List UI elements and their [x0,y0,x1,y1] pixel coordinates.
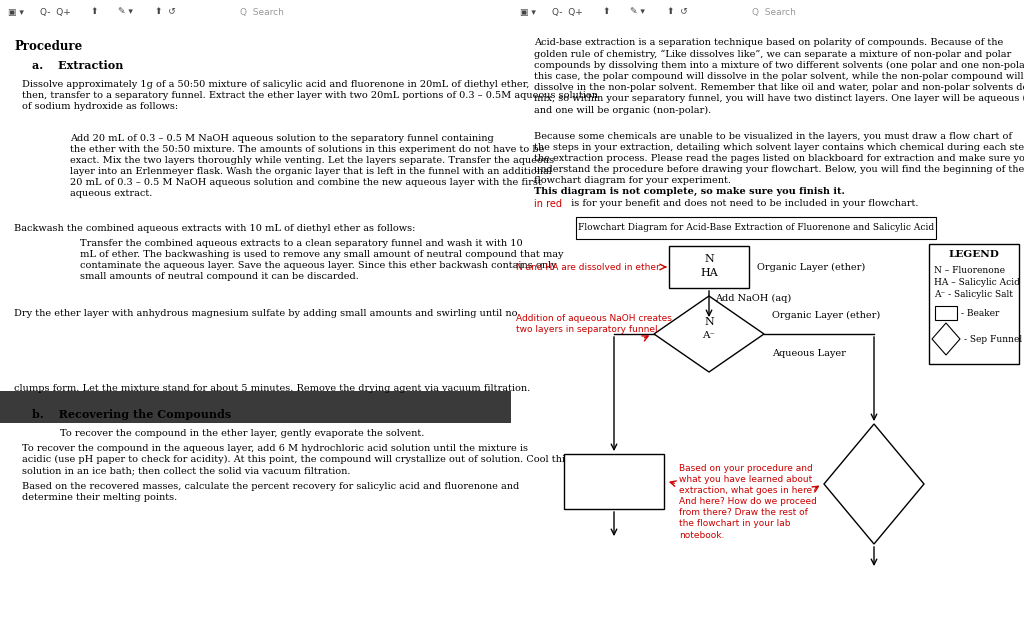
Text: - Sep Funnel: - Sep Funnel [964,335,1022,344]
Text: ✎ ▾: ✎ ▾ [118,8,133,17]
Text: is for your benefit and does not need to be included in your flowchart.: is for your benefit and does not need to… [568,199,919,208]
Text: Add 20 mL of 0.3 – 0.5 M NaOH aqueous solution to the separatory funnel containi: Add 20 mL of 0.3 – 0.5 M NaOH aqueous so… [70,134,554,198]
Text: Acid-base extraction is a separation technique based on polarity of compounds. B: Acid-base extraction is a separation tec… [534,38,1024,115]
Text: N – Fluorenone: N – Fluorenone [934,266,1005,275]
Text: Based on the recovered masses, calculate the percent recovery for salicylic acid: Based on the recovered masses, calculate… [22,482,519,502]
Text: Based on your procedure and
what you have learned about
extraction, what goes in: Based on your procedure and what you hav… [679,464,817,540]
Text: Addition of aqueous NaOH creates
two layers in separatory funnel: Addition of aqueous NaOH creates two lay… [516,314,672,334]
Text: Transfer the combined aqueous extracts to a clean separatory funnel and wash it : Transfer the combined aqueous extracts t… [80,239,563,282]
Text: Organic Layer (ether): Organic Layer (ether) [772,310,881,319]
Text: LEGEND: LEGEND [948,250,999,259]
Text: ▣ ▾: ▣ ▾ [520,8,536,17]
Text: a.  Extraction: a. Extraction [32,60,123,71]
Text: Because some chemicals are unable to be visualized in the layers, you must draw : Because some chemicals are unable to be … [534,132,1024,186]
Text: Dissolve approximately 1g of a 50:50 mixture of salicylic acid and fluorenone in: Dissolve approximately 1g of a 50:50 mix… [22,80,598,111]
Bar [0,390,511,422]
Bar [935,306,957,320]
Polygon shape [824,424,924,544]
Text: To recover the compound in the aqueous layer, add 6 M hydrochloric acid solution: To recover the compound in the aqueous l… [22,444,570,476]
Text: Procedure: Procedure [14,40,82,53]
Text: Add NaOH (aq): Add NaOH (aq) [715,294,792,303]
Text: Dry the ether layer with anhydrous magnesium sulfate by adding small amounts and: Dry the ether layer with anhydrous magne… [14,309,517,318]
Text: - Beaker: - Beaker [961,308,999,317]
Text: Aqueous Layer: Aqueous Layer [772,349,846,358]
Text: b.  Recovering the Compounds: b. Recovering the Compounds [32,409,231,420]
Bar [575,217,936,239]
Text: N and HA are dissolved in ether: N and HA are dissolved in ether [516,262,659,271]
Text: ⬆: ⬆ [602,8,609,17]
Text: A⁻: A⁻ [702,332,716,340]
Text: Organic Layer (ether): Organic Layer (ether) [757,262,865,271]
Text: clumps form. Let the mixture stand for about 5 minutes. Remove the drying agent : clumps form. Let the mixture stand for a… [14,384,530,393]
Text: Q  Search: Q Search [752,8,796,17]
Text: HA – Salicylic Acid: HA – Salicylic Acid [934,278,1020,287]
Text: Q-  Q+: Q- Q+ [552,8,583,17]
Text: N: N [705,254,714,264]
Text: Flowchart Diagram for Acid-Base Extraction of Fluorenone and Salicylic Acid: Flowchart Diagram for Acid-Base Extracti… [578,223,934,232]
Text: N: N [705,317,714,327]
Text: in red: in red [534,199,562,209]
Text: ✎ ▾: ✎ ▾ [630,8,645,17]
Text: HA: HA [700,268,718,278]
Text: Backwash the combined aqueous extracts with 10 mL of diethyl ether as follows:: Backwash the combined aqueous extracts w… [14,224,416,233]
Text: ⬆: ⬆ [90,8,97,17]
Text: To recover the compound in the ether layer, gently evaporate the solvent.: To recover the compound in the ether lay… [60,429,424,438]
Text: A⁻ - Salicylic Salt: A⁻ - Salicylic Salt [934,290,1013,299]
Text: Q  Search: Q Search [240,8,284,17]
Polygon shape [932,323,961,355]
Text: Q-  Q+: Q- Q+ [40,8,71,17]
Polygon shape [654,296,764,372]
Bar [929,244,1019,364]
Bar [669,246,749,288]
Text: This diagram is not complete, so make sure you finish it.: This diagram is not complete, so make su… [534,187,845,196]
Text: ⬆  ↺: ⬆ ↺ [155,8,176,17]
Bar [564,454,664,509]
Text: ⬆  ↺: ⬆ ↺ [667,8,688,17]
Text: ▣ ▾: ▣ ▾ [8,8,24,17]
